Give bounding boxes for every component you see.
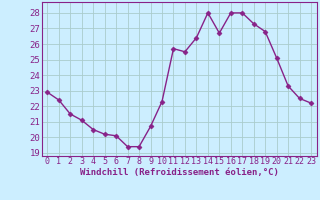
X-axis label: Windchill (Refroidissement éolien,°C): Windchill (Refroidissement éolien,°C)	[80, 168, 279, 177]
